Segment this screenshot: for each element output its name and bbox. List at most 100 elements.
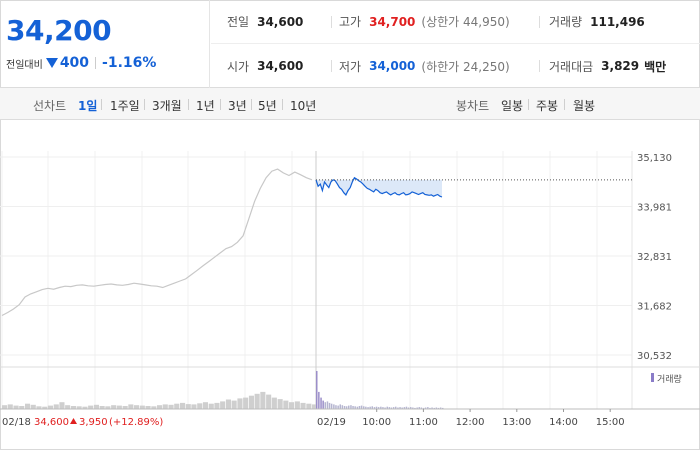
x-tick-label: 10:00	[362, 417, 391, 428]
tab-monthly-candle[interactable]: 월봉	[573, 99, 596, 113]
y-tick-label: 33,981	[637, 202, 672, 213]
volume-bar	[99, 406, 105, 409]
volume-bar	[403, 407, 406, 409]
volume-bar	[7, 404, 13, 409]
change-row: 전일대비 400 -1.16%	[6, 54, 156, 72]
volume-bar	[373, 407, 376, 409]
volume-bar	[122, 406, 128, 409]
volume-bar	[380, 406, 382, 409]
volume-bar	[243, 397, 249, 409]
tab-5y[interactable]: 5년	[258, 99, 277, 113]
tab-daily-candle[interactable]: 일봉	[501, 99, 524, 113]
volume-bar	[174, 403, 180, 409]
volume-bar	[363, 406, 365, 409]
volume-bar	[328, 402, 331, 409]
volume-bar	[289, 402, 295, 409]
volume-bar	[358, 406, 361, 409]
tab-3m[interactable]: 3개월	[152, 99, 182, 113]
divider	[539, 16, 540, 28]
quote-info-grid: 전일 34,600 고가 34,700 (상한가 44,950) 거래량 111…	[211, 0, 700, 88]
volume-bar	[397, 407, 399, 409]
tab-10y[interactable]: 10년	[290, 99, 317, 113]
open-value: 34,600	[257, 59, 304, 73]
volume-bar	[300, 402, 306, 409]
volume-bar	[283, 400, 289, 409]
open-label: 시가	[227, 59, 250, 74]
volume-bar	[231, 400, 237, 409]
volume-bar	[134, 405, 140, 409]
low-label: 저가	[339, 59, 362, 74]
tab-1d[interactable]: 1일	[78, 99, 98, 113]
volume-bar	[322, 400, 324, 409]
volume-bar	[53, 404, 59, 409]
volume-bar	[377, 407, 380, 409]
volume-bar	[320, 397, 322, 409]
volume-bar	[318, 391, 320, 409]
volume-bar	[168, 404, 174, 409]
amount-label: 거래대금	[549, 59, 594, 74]
divider	[251, 99, 252, 110]
y-tick-label: 31,682	[637, 301, 672, 312]
volume-bar	[388, 407, 391, 409]
volume-bar	[294, 401, 300, 409]
volume-bar	[180, 402, 186, 409]
volume-bar	[220, 401, 226, 409]
x-tick-label: 02/18	[2, 417, 31, 428]
volume-bar	[343, 406, 346, 409]
volume-bar	[266, 394, 272, 409]
divider	[331, 16, 332, 28]
volume-bar	[202, 402, 208, 409]
volume-bar	[157, 405, 163, 409]
tab-1y[interactable]: 1년	[196, 99, 215, 113]
volume-bar	[399, 407, 401, 409]
volume-bar	[237, 398, 243, 409]
amount-cell: 거래대금 3,829 백만	[539, 58, 666, 75]
volume-bar	[19, 406, 25, 409]
prev-close-value: 34,600	[257, 14, 304, 29]
volume-bar	[185, 404, 191, 409]
x-tick-label: 12:00	[456, 417, 485, 428]
volume-bar	[433, 407, 435, 409]
candle-chart-label: 봉차트	[456, 99, 490, 113]
volume-bar	[330, 403, 333, 409]
volume-bar	[337, 405, 339, 409]
divider	[282, 99, 283, 110]
volume-bar	[439, 407, 442, 409]
divider	[95, 57, 97, 69]
volume-bar	[345, 406, 348, 409]
volume-bar	[352, 406, 354, 409]
volume-bar	[145, 406, 151, 409]
prev-day-close: 34,600	[34, 417, 69, 428]
volume-label: 거래량	[549, 15, 583, 29]
down-triangle-icon	[45, 58, 58, 68]
tab-3y[interactable]: 3년	[228, 99, 247, 113]
volume-bar	[111, 405, 117, 409]
volume-bar	[341, 405, 344, 409]
volume-bar	[225, 399, 231, 409]
tab-1w[interactable]: 1주일	[110, 99, 140, 113]
volume-bar	[139, 405, 145, 409]
volume-bar	[416, 407, 418, 409]
volume-bar	[350, 405, 352, 409]
volume-bar	[431, 407, 433, 409]
volume-bar	[65, 405, 71, 409]
lower-limit: (하한가 24,250)	[421, 59, 510, 74]
volume-bar	[324, 402, 326, 409]
volume-bar	[395, 406, 397, 409]
volume-bar	[2, 405, 8, 409]
volume-bar	[335, 405, 337, 409]
prev-close-label: 전일	[227, 15, 250, 29]
volume-bar	[348, 405, 350, 409]
volume-bar	[316, 371, 318, 409]
change-amount: 400	[59, 55, 90, 71]
volume-bar	[191, 404, 197, 409]
current-price: 34,200	[6, 14, 112, 47]
volume-bar	[151, 406, 157, 409]
prev-close-cell: 전일 34,600	[227, 13, 303, 30]
volume-bar	[162, 404, 168, 409]
volume-bar	[420, 407, 423, 409]
divider	[188, 99, 189, 110]
tab-weekly-candle[interactable]: 주봉	[536, 99, 559, 113]
volume-bar	[412, 407, 414, 409]
volume-bar	[82, 406, 88, 409]
